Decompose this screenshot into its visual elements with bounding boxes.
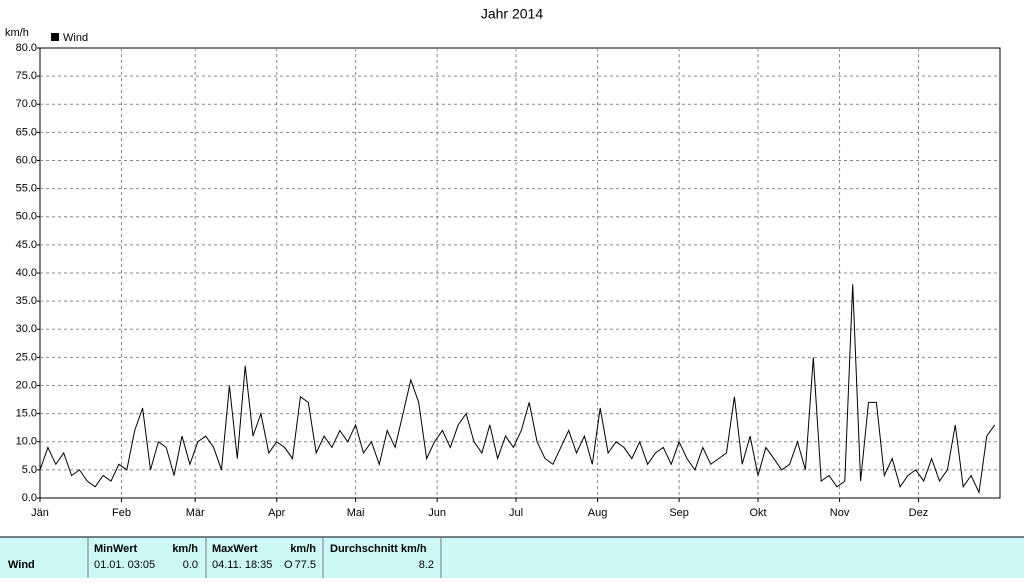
- y-tick-label: 35.0: [16, 295, 37, 307]
- y-tick-label: 20.0: [16, 379, 37, 391]
- wind-line: [39, 284, 996, 495]
- stat-header: km/h: [172, 543, 198, 555]
- stat-header: MinWert: [94, 543, 138, 555]
- stat-value: 01.01. 03:05: [94, 559, 155, 571]
- stat-header: MaxWert: [212, 543, 258, 555]
- legend-label: Wind: [63, 32, 88, 44]
- x-tick-label: Dez: [909, 507, 929, 519]
- x-tick-label: Okt: [749, 507, 766, 519]
- stat-header: km/h: [290, 543, 316, 555]
- x-tick-label: Mai: [347, 507, 365, 519]
- x-tick-label: Jul: [509, 507, 523, 519]
- x-tick-label: Mär: [186, 507, 205, 519]
- y-tick-label: 5.0: [22, 464, 37, 476]
- x-tick-label: Sep: [669, 507, 689, 519]
- y-tick-label: 75.0: [16, 70, 37, 82]
- y-tick-label: 45.0: [16, 239, 37, 251]
- stat-header: Durchschnitt km/h: [330, 543, 427, 555]
- stat-value: 0.0: [183, 559, 198, 571]
- x-tick-label: Apr: [268, 507, 285, 519]
- stat-value: 8.2: [419, 559, 434, 571]
- x-tick-label: Jun: [428, 507, 446, 519]
- y-tick-label: 65.0: [16, 126, 37, 138]
- y-tick-label: 55.0: [16, 183, 37, 195]
- stat-value: 04.11. 18:35: [212, 559, 272, 571]
- y-tick-label: 40.0: [16, 267, 37, 279]
- stat-value: O: [284, 559, 293, 571]
- y-tick-label: 30.0: [16, 323, 37, 335]
- chart-title: Jahr 2014: [481, 6, 543, 22]
- x-tick-label: Aug: [588, 507, 608, 519]
- y-axis-label: km/h: [5, 27, 29, 39]
- legend-swatch: [51, 33, 59, 41]
- stat-value: 77.5: [295, 559, 316, 571]
- y-tick-label: 80.0: [16, 42, 37, 54]
- x-tick-label: Jän: [31, 507, 49, 519]
- y-tick-label: 70.0: [16, 98, 37, 110]
- stat-row-label: Wind: [8, 559, 35, 571]
- y-tick-label: 0.0: [22, 492, 37, 504]
- y-tick-label: 25.0: [16, 351, 37, 363]
- y-tick-label: 60.0: [16, 154, 37, 166]
- stats-panel: [0, 537, 1024, 578]
- y-tick-label: 50.0: [16, 211, 37, 223]
- x-tick-label: Feb: [112, 507, 131, 519]
- y-tick-label: 10.0: [16, 436, 37, 448]
- x-tick-label: Nov: [830, 507, 850, 519]
- y-tick-label: 15.0: [16, 408, 37, 420]
